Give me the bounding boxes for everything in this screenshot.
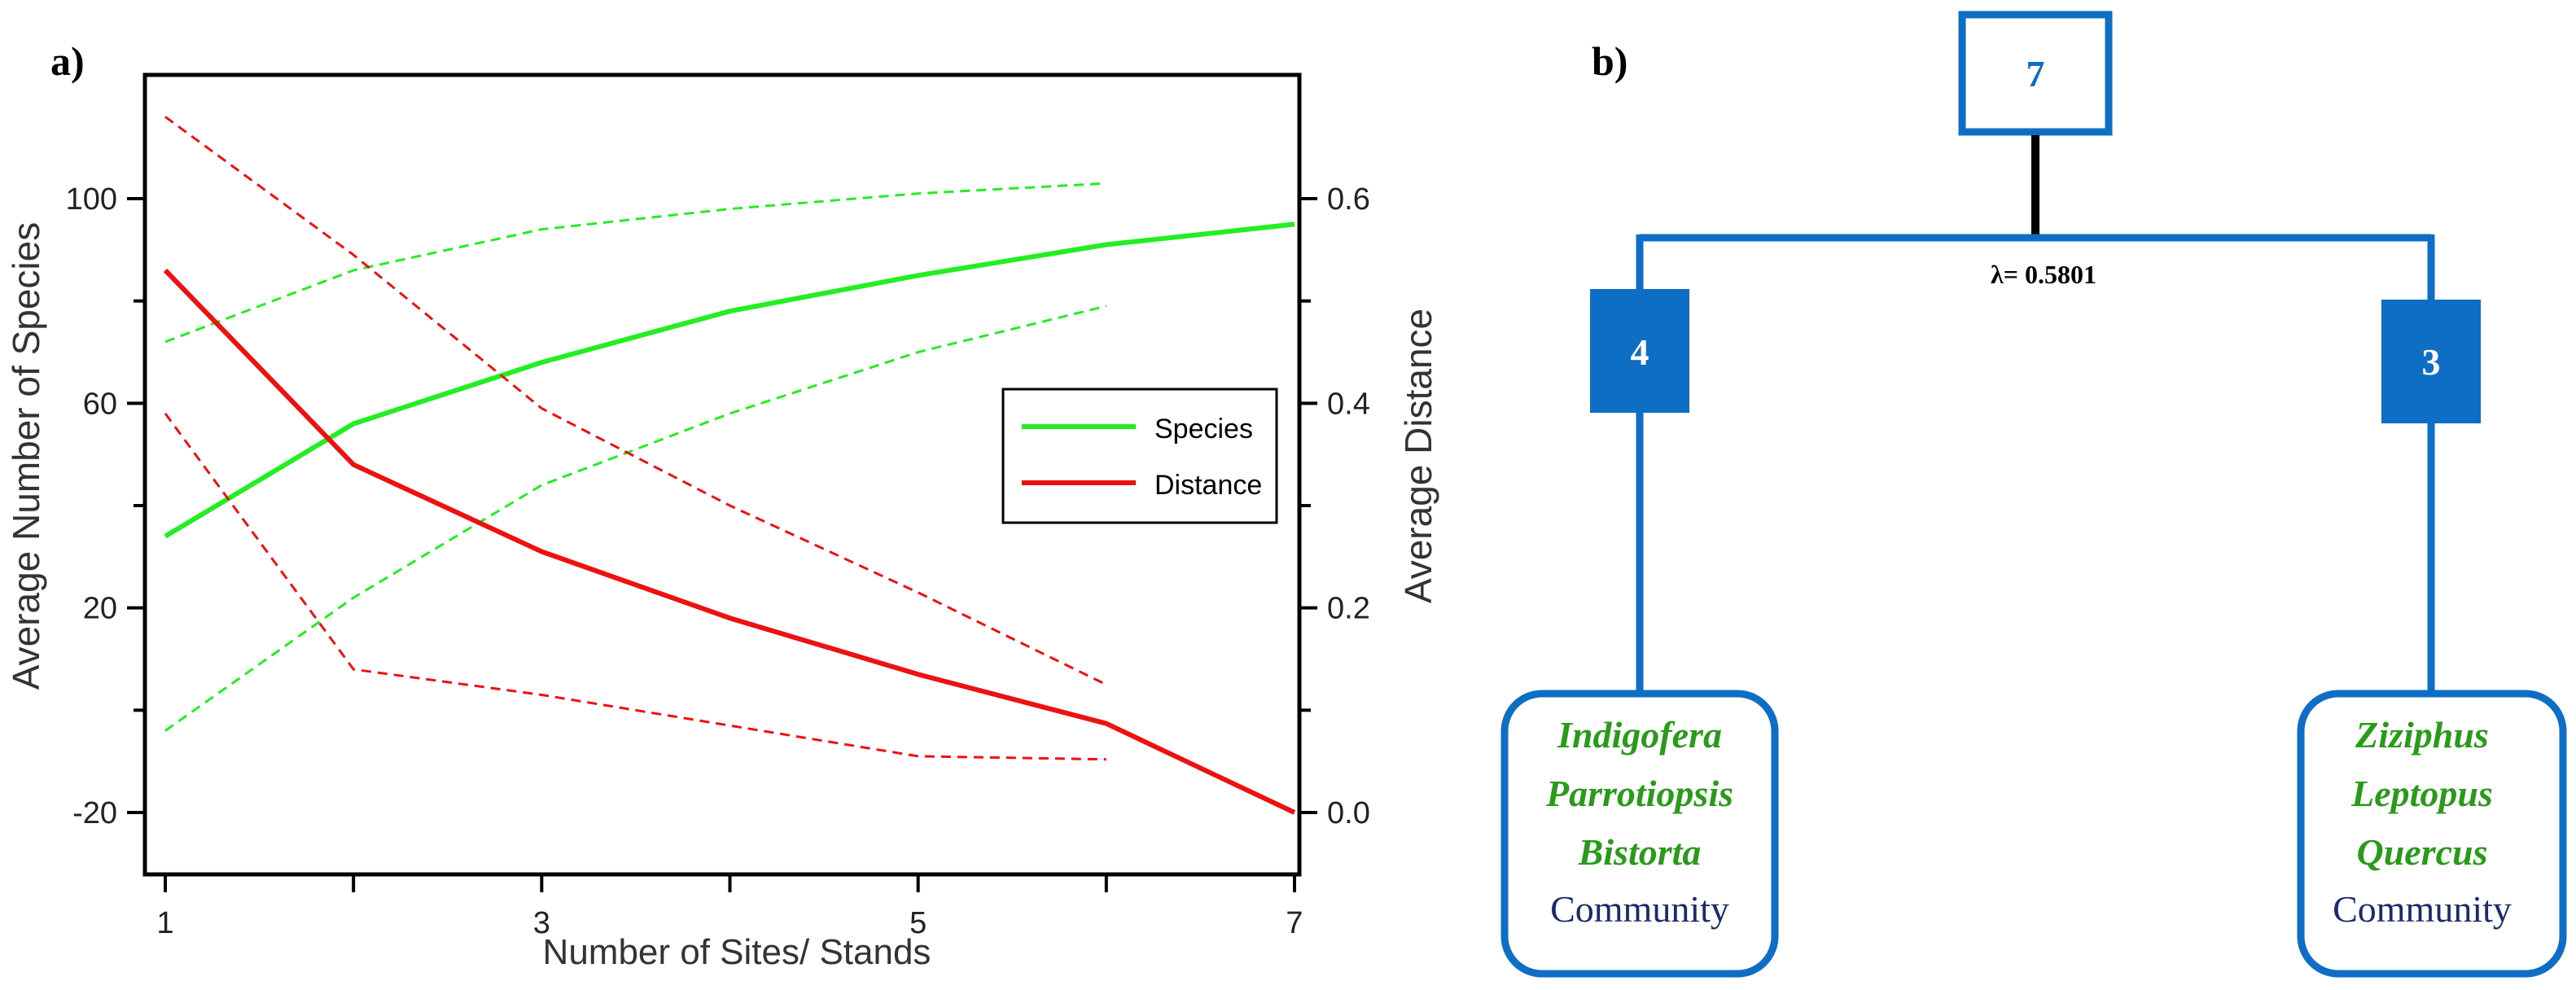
left-node-box [1590,289,1689,413]
y-left-tick-label: -20 [72,796,117,830]
x-tick-label: 3 [533,906,550,940]
series-lines [163,116,1296,815]
y-right-tick-label: 0.4 [1327,387,1370,421]
x-axis-title: Number of Sites/ Stands [543,932,931,972]
right-species-1: Ziziphus [2355,714,2489,756]
series-distance-upper-95-ci [164,116,1107,686]
y-left-tick-label: 20 [83,592,117,626]
panel-a-label: a) [50,38,85,84]
x-tick-label: 7 [1286,906,1303,940]
left-community-box [1500,690,1779,978]
root-node-box [1958,11,2113,136]
root-node-value: 7 [2026,53,2045,94]
x-tick-label: 1 [156,906,173,940]
legend-box [1001,388,1278,524]
plot-frame [142,72,1302,877]
right-species-3: Quercus [2356,831,2487,873]
y-right-axis-title: Average Distance [1397,309,1439,603]
right-community-label: Community [2333,888,2512,930]
y-left-tick-label: 100 [66,182,117,217]
legend-label-distance: Distance [1154,470,1262,501]
series-distance-lower-95-ci [164,413,1106,761]
right-community-box [2297,690,2567,978]
legend: Species Distance [1001,388,1278,524]
legend-label-species: Species [1154,414,1253,445]
y-left-tick-label: 60 [83,387,117,421]
y-right-tick-label: 0.6 [1327,182,1370,217]
left-species-2: Parrotiopsis [1545,773,1733,814]
right-species-2: Leptopus [2350,773,2493,814]
right-node-count: 3 [2422,341,2441,383]
panel-b: b) 7 λ= 0.5801 4 3 Indigofera Parrotiops… [1500,11,2567,978]
left-species-1: Indigofera [1557,714,1722,756]
series-species-upper-95-ci [164,182,1106,344]
series-species [164,221,1295,539]
left-species-3: Bistorta [1578,831,1702,873]
series-species-lower-95-ci [164,304,1107,732]
panel-a: a) 1 3 5 7 100 60 20 -20 0.6 0.4 0.2 0.0 Average Nu… [5,38,1439,972]
panel-b-label: b) [1592,38,1628,84]
y-right-tick-label: 0.2 [1327,592,1370,626]
lambda-label: λ= 0.5801 [1991,260,2096,289]
series-distance [163,268,1296,815]
tick-labels: 1 3 5 7 100 60 20 -20 0.6 0.4 0.2 0.0 [66,182,1370,940]
right-node-box [2381,300,2481,423]
x-tick-label: 5 [909,906,927,940]
y-left-axis-title: Average Number of Species [5,222,47,690]
left-community-label: Community [1550,888,1729,930]
left-node-count: 4 [1631,331,1649,373]
axis-ticks [127,197,1317,892]
y-right-tick-label: 0.0 [1327,796,1370,830]
